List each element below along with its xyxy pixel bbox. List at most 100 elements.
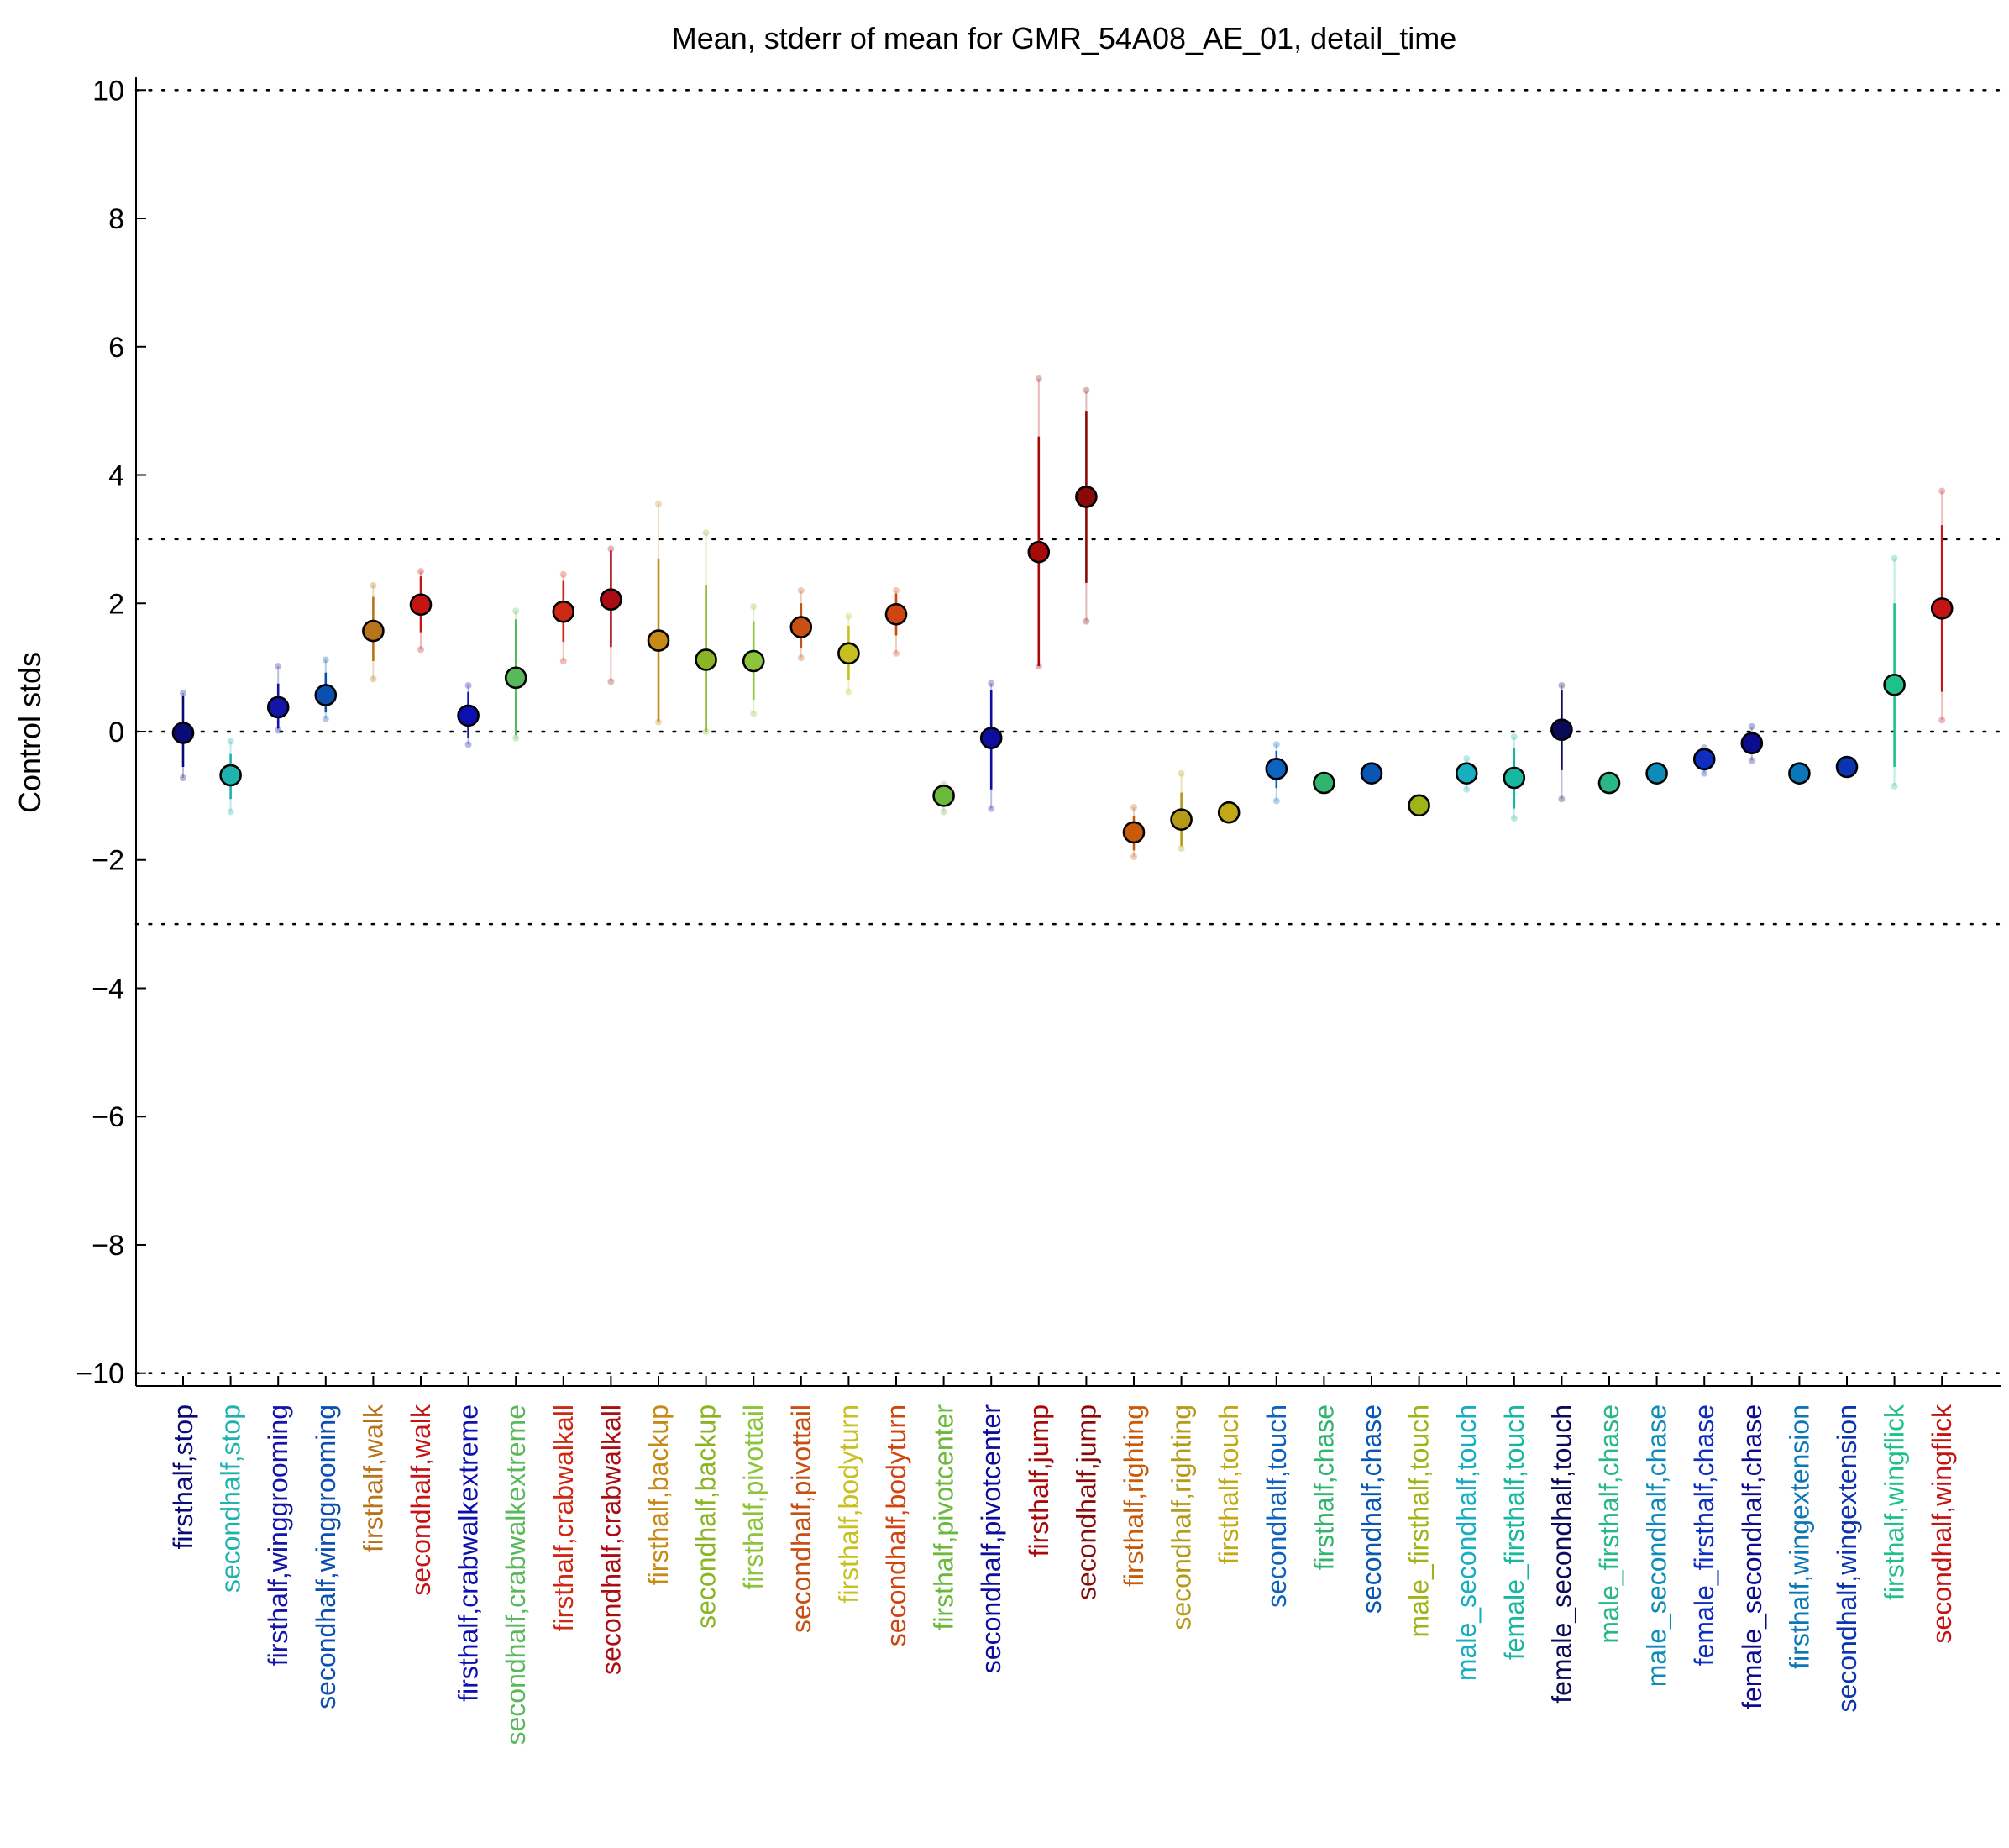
data-extreme-dot: [1558, 795, 1566, 803]
y-tick-label: 2: [108, 588, 124, 620]
data-extreme-dot: [1272, 741, 1280, 748]
data-extreme-dot: [512, 607, 520, 615]
data-extreme-dot: [655, 500, 662, 507]
category-label: firsthalf,jump: [1024, 1404, 1054, 1557]
category-label: secondhalf,walk: [406, 1404, 436, 1596]
mean-marker: [1122, 821, 1146, 844]
mean-marker: [171, 722, 195, 744]
data-extreme-dot: [988, 680, 995, 687]
chart-title: Mean, stderr of mean for GMR_54A08_AE_01…: [672, 21, 1457, 55]
mean-marker: [979, 727, 1003, 749]
data-extreme-dot: [893, 586, 900, 594]
error-bars: [181, 411, 1943, 851]
category-label: secondhalf,backup: [691, 1404, 721, 1629]
data-extreme-dot: [750, 710, 758, 717]
y-tick-label: −8: [92, 1230, 124, 1262]
category-label: secondhalf,bodyturn: [881, 1404, 911, 1646]
mean-marker: [884, 602, 908, 626]
category-label: secondhalf,wingflick: [1927, 1404, 1957, 1644]
data-extreme-dot: [180, 774, 186, 781]
data-extreme-dot: [417, 568, 424, 575]
data-extreme-dot: [417, 646, 424, 654]
mean-points: [171, 486, 1954, 844]
data-extreme-dot: [1510, 733, 1518, 741]
data-extreme-dot: [512, 734, 520, 742]
data-extreme-dot: [322, 656, 329, 664]
mean-marker: [409, 593, 433, 617]
category-labels: firsthalf,stop secondhalf,stop firsthalf,w…: [168, 1404, 1957, 1746]
data-extreme-dot: [1130, 804, 1137, 811]
data-extreme-dot: [180, 690, 186, 697]
data-extreme-dot: [1558, 682, 1566, 690]
data-extreme-dot: [1701, 769, 1708, 777]
data-extreme-dot: [1748, 722, 1755, 730]
mean-marker: [837, 642, 860, 665]
data-extreme-dot: [322, 715, 329, 722]
y-tick-label: −6: [92, 1101, 124, 1133]
data-extreme-dot: [1938, 717, 1946, 724]
data-extreme-dot: [227, 738, 234, 745]
data-extreme-dot: [227, 808, 234, 816]
category-label: secondhalf,crabwalkall: [595, 1404, 626, 1675]
category-label: firsthalf,crabwalkall: [548, 1404, 579, 1631]
data-extreme-dot: [797, 586, 805, 594]
category-label: female_firsthalf,touch: [1499, 1404, 1529, 1660]
data-extreme-dot: [370, 581, 377, 589]
data-extreme-dot: [1178, 769, 1185, 777]
data-extreme-dot: [1272, 797, 1280, 805]
data-extreme-dot: [1891, 782, 1898, 790]
category-label: firsthalf,wingflick: [1880, 1404, 1910, 1600]
mean-marker: [266, 696, 290, 719]
data-extreme-dot: [1083, 617, 1090, 625]
category-label: firsthalf,wingextension: [1784, 1404, 1814, 1669]
mean-marker: [742, 649, 765, 673]
data-extreme-dot: [940, 808, 947, 816]
category-label: secondhalf,righting: [1167, 1404, 1197, 1630]
category-label: firsthalf,pivotcenter: [929, 1404, 959, 1630]
category-label: female_firsthalf,chase: [1689, 1404, 1719, 1666]
y-axis-title: Control stds: [13, 652, 47, 813]
data-extreme-dot: [1178, 844, 1185, 852]
y-tick-label: 10: [92, 75, 124, 107]
category-label: secondhalf,touch: [1262, 1404, 1292, 1608]
y-tick-label: −2: [92, 845, 124, 877]
category-label: firsthalf,chase: [1309, 1404, 1339, 1570]
category-label: firsthalf,bodyturn: [833, 1404, 863, 1604]
data-extreme-dot: [275, 727, 282, 734]
y-tick-label: −4: [92, 973, 124, 1005]
x-axis-ticks: [182, 1376, 1943, 1386]
category-label: secondhalf,wingextension: [1832, 1404, 1862, 1712]
mean-marker: [1313, 771, 1335, 795]
raw-data-ranges: [180, 375, 1946, 860]
mean-marker: [647, 629, 670, 652]
mean-marker: [1835, 755, 1859, 779]
mean-marker: [1550, 718, 1573, 742]
data-extreme-dot: [607, 545, 615, 553]
data-extreme-dot: [845, 688, 852, 696]
category-label: firsthalf,winggrooming: [263, 1404, 293, 1666]
data-extreme-dot: [464, 682, 472, 690]
category-label: male_secondhalf,touch: [1451, 1404, 1482, 1681]
data-extreme-dot: [559, 657, 567, 664]
mean-marker: [1075, 486, 1098, 508]
mean-marker: [1692, 748, 1716, 771]
data-extreme-dot: [1083, 386, 1090, 394]
category-label: female_secondhalf,chase: [1737, 1404, 1767, 1709]
category-label: male_firsthalf,chase: [1594, 1404, 1624, 1644]
category-label: secondhalf,chase: [1356, 1404, 1387, 1614]
category-label: female_secondhalf,touch: [1546, 1404, 1576, 1704]
mean-marker: [1408, 794, 1430, 817]
data-extreme-dot: [750, 603, 758, 611]
data-extreme-dot: [1035, 375, 1042, 382]
data-extreme-dot: [797, 654, 805, 662]
mean-marker: [314, 684, 338, 706]
category-label: male_secondhalf,chase: [1642, 1404, 1672, 1687]
mean-marker: [1740, 732, 1764, 755]
category-label: firsthalf,touch: [1214, 1404, 1244, 1564]
mean-marker: [1883, 673, 1906, 696]
y-tick-label: 4: [108, 460, 124, 492]
category-label: secondhalf,stop: [216, 1404, 246, 1593]
mean-marker: [932, 785, 955, 807]
mean-marker: [1455, 762, 1478, 785]
category-label: firsthalf,walk: [358, 1404, 388, 1552]
